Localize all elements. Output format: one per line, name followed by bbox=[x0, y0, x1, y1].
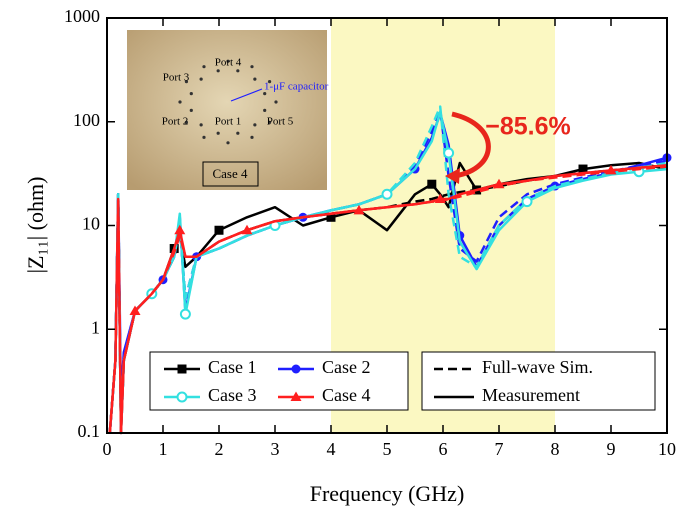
inset-photo bbox=[127, 30, 327, 190]
via bbox=[274, 100, 278, 104]
series-legend: Case 1 Case 2 Case 3 Case 4 bbox=[164, 357, 371, 405]
y-tick-label: 10 bbox=[82, 214, 100, 234]
legend-label: Measurement bbox=[482, 385, 580, 405]
marker bbox=[605, 164, 617, 175]
annotation-arrow bbox=[451, 111, 491, 179]
marker bbox=[381, 188, 393, 200]
x-tick-label: 9 bbox=[607, 439, 616, 459]
via bbox=[199, 77, 203, 81]
x-tick-label: 3 bbox=[271, 439, 280, 459]
marker bbox=[493, 178, 505, 189]
x-tick-label: 5 bbox=[383, 439, 392, 459]
via bbox=[236, 131, 240, 135]
via bbox=[184, 120, 189, 124]
marker bbox=[176, 391, 188, 403]
y-axis-label: |Z₁₁| (ohm) bbox=[23, 177, 48, 274]
legend-box bbox=[149, 351, 409, 411]
via bbox=[263, 92, 267, 96]
legend-label: Case 4 bbox=[322, 385, 371, 405]
inset-vias bbox=[178, 59, 278, 145]
marker bbox=[291, 364, 301, 374]
x-tick-label: 2 bbox=[215, 439, 224, 459]
marker bbox=[326, 212, 336, 222]
case-label: Case 4 bbox=[212, 166, 248, 181]
annotation-arrowhead bbox=[445, 168, 460, 184]
via bbox=[178, 100, 182, 104]
via bbox=[184, 80, 189, 84]
port-label: Port 2 bbox=[162, 116, 189, 128]
marker bbox=[214, 225, 224, 235]
y-tick-label: 0.1 bbox=[78, 421, 101, 441]
x-tick-label: 6 bbox=[439, 439, 448, 459]
overlay-layer: Frequency (GHz) |Z₁₁| (ohm) −85.6% Port … bbox=[23, 30, 656, 506]
via bbox=[216, 69, 220, 73]
via bbox=[267, 120, 272, 124]
lines-layer bbox=[108, 105, 672, 435]
via bbox=[250, 65, 254, 69]
via bbox=[253, 123, 257, 127]
port-label: Port 1 bbox=[215, 116, 242, 128]
marker bbox=[177, 364, 187, 374]
capacitor-pointer bbox=[230, 88, 263, 102]
y-tick-label: 1 bbox=[91, 317, 100, 337]
marker bbox=[129, 305, 141, 315]
capacitor-label: 1-μF capacitor bbox=[264, 81, 329, 93]
legend-box bbox=[421, 351, 656, 411]
x-tick-label: 7 bbox=[495, 439, 504, 459]
via bbox=[267, 80, 272, 84]
marker bbox=[578, 164, 588, 174]
via bbox=[202, 65, 206, 69]
marker bbox=[290, 391, 302, 401]
port-label: Port 4 bbox=[215, 57, 242, 69]
axes-layer: 0 1 2 3 4 5 6 7 8 9 10 0.1 1 10 100 1000 bbox=[64, 6, 676, 459]
via bbox=[250, 135, 254, 139]
marker bbox=[174, 224, 186, 235]
x-tick-label: 10 bbox=[658, 439, 676, 459]
legend-label: Case 3 bbox=[208, 385, 257, 405]
marker bbox=[427, 179, 437, 189]
x-tick-label: 8 bbox=[551, 439, 560, 459]
x-tick-label: 0 bbox=[103, 439, 112, 459]
port-label: Port 3 bbox=[163, 72, 190, 84]
x-tick-label: 1 bbox=[159, 439, 168, 459]
via bbox=[216, 131, 220, 135]
annotation: −85.6% bbox=[485, 113, 571, 141]
via bbox=[226, 141, 230, 145]
y-tick-label: 1000 bbox=[64, 6, 100, 26]
via bbox=[253, 77, 257, 81]
via bbox=[189, 92, 193, 96]
marker bbox=[443, 147, 455, 159]
legend-label: Case 1 bbox=[208, 357, 257, 377]
marker bbox=[241, 224, 253, 235]
legend-label: Case 2 bbox=[322, 357, 371, 377]
port-label: Port 5 bbox=[267, 116, 294, 128]
via bbox=[189, 108, 193, 112]
marker bbox=[521, 196, 533, 208]
via bbox=[263, 108, 267, 112]
via bbox=[199, 123, 203, 127]
x-axis-label: Frequency (GHz) bbox=[310, 481, 465, 506]
legend-label: Full-wave Sim. bbox=[482, 357, 593, 377]
via bbox=[226, 59, 230, 63]
via bbox=[236, 69, 240, 73]
case-box bbox=[202, 161, 259, 187]
marker bbox=[434, 193, 446, 204]
via bbox=[202, 135, 206, 139]
marker bbox=[179, 308, 191, 320]
x-tick-label: 4 bbox=[327, 439, 336, 459]
marker bbox=[353, 204, 365, 215]
measured-line bbox=[108, 164, 668, 435]
y-tick-label: 100 bbox=[73, 110, 100, 130]
